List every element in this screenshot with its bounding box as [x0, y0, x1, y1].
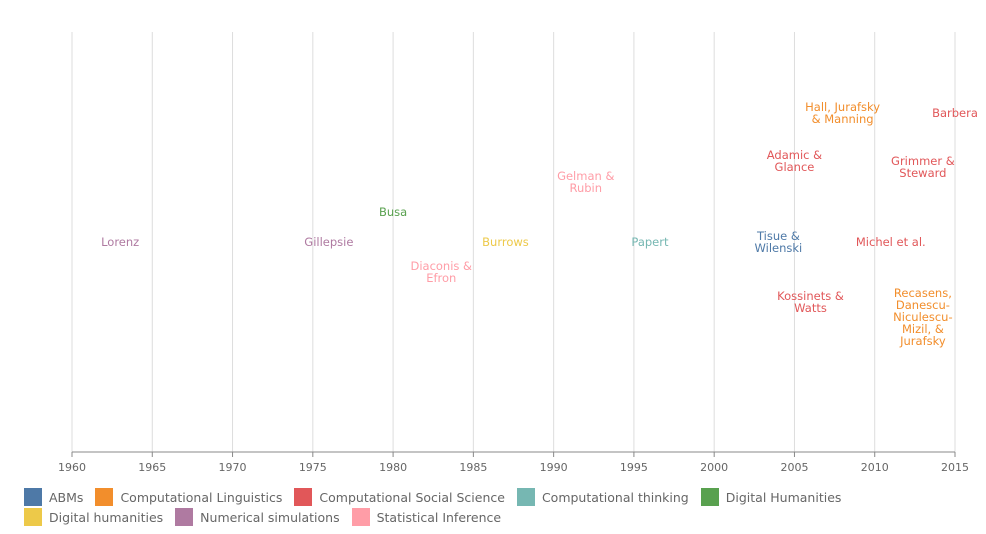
- legend-swatch: [351, 508, 370, 526]
- tick-label: 1985: [459, 461, 487, 474]
- event-label-line: Burrows: [482, 235, 529, 249]
- legend-label: Digital humanities: [49, 509, 164, 525]
- legend-item[interactable]: Digital Humanities: [700, 488, 842, 506]
- event-label: Kossinets &Watts: [777, 289, 844, 315]
- legend-item[interactable]: Digital humanities: [24, 508, 163, 526]
- legend-label: Statistical Inference: [376, 509, 502, 525]
- legend-item[interactable]: Computational thinking: [516, 488, 689, 506]
- event-label: Grimmer &Steward: [891, 154, 955, 180]
- legend-item[interactable]: Numerical simulations: [175, 508, 340, 526]
- event-label: Michel et al.: [856, 235, 926, 249]
- tick-label: 2015: [941, 461, 969, 474]
- event-label: Recasens,Danescu-Niculescu-Mizil, &Juraf…: [893, 286, 952, 348]
- x-axis: 1960 1965 1970 1975 1980 1985 1990 1995 2000 2005…: [58, 451, 969, 474]
- legend-swatch: [516, 488, 535, 506]
- legend-item[interactable]: Computational Social Science: [294, 488, 505, 506]
- event-label-line: Danescu-: [896, 298, 950, 312]
- event-label-line: Niculescu-: [893, 310, 952, 324]
- legend-swatch: [95, 488, 114, 506]
- event-label: Tisue &Wilenski: [755, 229, 803, 255]
- event-label-line: Adamic &: [767, 148, 822, 162]
- event-label-line: Wilenski: [755, 241, 803, 255]
- tick-label: 1970: [219, 461, 247, 474]
- event-label: Gelman &Rubin: [557, 169, 614, 195]
- event-label-line: Tisue &: [756, 229, 800, 243]
- event-label-line: Barbera: [932, 106, 978, 120]
- event-label-line: Diaconis &: [410, 259, 472, 273]
- legend: ABMs Computational Linguistics Computation…: [24, 488, 974, 526]
- event-label-line: Kossinets &: [777, 289, 844, 303]
- event-label-line: Watts: [794, 301, 827, 315]
- legend-item[interactable]: ABMs: [24, 488, 83, 506]
- event-label-line: Busa: [379, 205, 407, 219]
- tick-label: 2010: [861, 461, 889, 474]
- event-label-line: Gelman &: [557, 169, 614, 183]
- event-label-line: Glance: [775, 160, 815, 174]
- event-label-line: Papert: [631, 235, 669, 249]
- legend-label: Computational Social Science: [319, 489, 505, 505]
- event-label: Diaconis &Efron: [410, 259, 472, 285]
- gridlines: [71, 32, 956, 452]
- tick-label: 1965: [138, 461, 166, 474]
- legend-item[interactable]: Computational Linguistics: [95, 488, 282, 506]
- legend-label: ABMs: [49, 489, 84, 505]
- tick-label: 1980: [379, 461, 407, 474]
- event-label: Papert: [631, 235, 669, 249]
- legend-swatch: [294, 488, 313, 506]
- legend-swatch: [24, 508, 42, 526]
- event-label-line: Hall, Jurafsky: [805, 100, 880, 114]
- legend-swatch: [24, 488, 42, 506]
- legend-label: Computational Linguistics: [120, 489, 283, 505]
- legend-swatch: [700, 488, 719, 506]
- legend-label: Numerical simulations: [200, 509, 340, 525]
- event-label-line: Recasens,: [894, 286, 952, 300]
- event-label: Busa: [379, 205, 407, 219]
- event-label-line: Lorenz: [101, 235, 139, 249]
- event-label-line: Mizil, &: [902, 322, 944, 336]
- event-label-line: Rubin: [569, 181, 602, 195]
- tick-label: 1960: [58, 461, 86, 474]
- legend-label: Computational thinking: [541, 489, 689, 505]
- legend-item[interactable]: Statistical Inference: [351, 508, 502, 526]
- event-label-line: Gillepsie: [304, 235, 353, 249]
- event-label-line: Steward: [899, 166, 946, 180]
- event-label: Lorenz: [101, 235, 139, 249]
- event-label: Gillepsie: [304, 235, 353, 249]
- event-label-line: Grimmer &: [891, 154, 955, 168]
- tick-label: 1975: [299, 461, 327, 474]
- event-label-line: Jurafsky: [899, 334, 946, 348]
- legend-swatch: [175, 508, 194, 526]
- tick-label: 1995: [620, 461, 648, 474]
- event-label-line: Michel et al.: [856, 235, 926, 249]
- event-label: Adamic &Glance: [767, 148, 822, 174]
- tick-label: 1990: [540, 461, 568, 474]
- tick-label: 2000: [700, 461, 728, 474]
- event-label-line: & Manning: [812, 112, 874, 126]
- tick-label: 2005: [780, 461, 808, 474]
- event-label: Barbera: [932, 106, 978, 120]
- events-layer: Lorenz Gillepsie Busa Diaconis &Efron Burrow…: [101, 100, 978, 348]
- event-label: Burrows: [482, 235, 529, 249]
- event-label-line: Efron: [426, 271, 456, 285]
- legend-label: Digital Humanities: [725, 489, 842, 505]
- event-label: Hall, Jurafsky& Manning: [805, 100, 880, 126]
